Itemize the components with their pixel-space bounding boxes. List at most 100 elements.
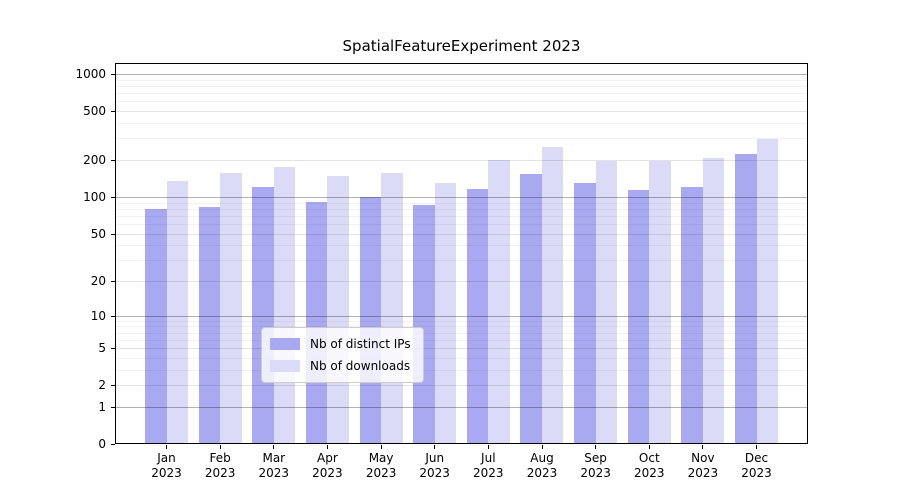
y-tick-label-200: 200	[83, 153, 106, 167]
gridline-500	[115, 111, 808, 113]
bar-downloads-sep	[595, 160, 618, 444]
x-tick-year: 2023	[365, 466, 397, 480]
gridline-600	[115, 101, 808, 103]
x-tick-jul	[487, 445, 489, 449]
gridline-70	[115, 215, 808, 217]
y-tick-label-10: 10	[90, 308, 106, 323]
x-tick-year: 2023	[526, 466, 558, 480]
x-tick-month: Jun	[425, 451, 445, 465]
bar-ips-oct	[627, 190, 650, 444]
gridline-6	[115, 339, 808, 341]
gridline-80	[115, 208, 808, 210]
legend-label-downloads: Nb of downloads	[310, 359, 411, 373]
y-tick-10	[111, 315, 115, 317]
x-tick-month: May	[368, 451, 394, 465]
x-tick-month: Dec	[744, 451, 769, 465]
y-tick-label-5: 5	[98, 341, 106, 356]
x-tick-oct	[648, 445, 650, 449]
x-tick-year: 2023	[634, 466, 665, 480]
x-tick-label-nov: Nov 2023	[671, 451, 735, 481]
x-tick-year: 2023	[473, 466, 504, 480]
y-tick-2	[111, 385, 115, 387]
x-tick-sep	[595, 445, 597, 449]
x-tick-month: Nov	[691, 451, 715, 465]
bar-ips-feb	[198, 206, 221, 444]
x-tick-month: Jan	[157, 451, 176, 465]
x-tick-year: 2023	[258, 466, 290, 480]
x-tick-month: Oct	[638, 451, 660, 465]
gridline-300	[115, 138, 808, 140]
gridline-10	[115, 315, 808, 317]
y-tick-0	[111, 444, 115, 445]
legend-item-distinct-ips: Nb of distinct IPs	[270, 335, 411, 353]
bar-ips-sep	[574, 182, 596, 444]
x-tick-month: Aug	[530, 451, 554, 465]
chart-title: SpatialFeatureExperiment 2023	[342, 37, 581, 55]
gridline-30	[115, 260, 808, 262]
bar-ips-jul	[466, 189, 489, 444]
y-tick-200	[111, 160, 115, 161]
y-tick-50	[111, 233, 115, 235]
x-tick-year: 2023	[687, 466, 719, 480]
y-tick-label-100: 100	[83, 189, 106, 204]
y-tick-label-1000: 1000	[75, 67, 106, 81]
y-tick-1	[111, 406, 115, 408]
gridline-100	[115, 196, 808, 198]
y-tick-5	[111, 348, 115, 350]
y-tick-label-1: 1	[98, 399, 106, 414]
gridline-7	[115, 332, 808, 334]
bar-ips-aug	[520, 173, 542, 444]
bar-downloads-nov	[702, 158, 725, 444]
bar-ips-nov	[681, 187, 703, 444]
bar-ips-jan	[145, 208, 167, 444]
y-tick-label-2: 2	[98, 378, 106, 393]
x-tick-aug	[541, 445, 543, 449]
gridline-3	[115, 369, 808, 371]
y-tick-label-500: 500	[83, 104, 106, 119]
bar-ips-jun	[413, 205, 435, 444]
x-tick-label-apr: Apr 2023	[295, 451, 359, 481]
legend-item-downloads: Nb of downloads	[270, 357, 411, 375]
y-tick-500	[111, 111, 115, 113]
bar-downloads-aug	[541, 147, 564, 444]
gridline-400	[115, 123, 808, 124]
bar-ips-dec	[735, 153, 757, 444]
x-tick-label-dec: Dec 2023	[725, 451, 789, 481]
x-tick-may	[380, 445, 382, 449]
gridline-20	[115, 281, 808, 282]
gridline-50	[115, 233, 808, 235]
gridline-40	[115, 245, 808, 247]
gridline-5	[115, 348, 808, 350]
legend-label-ips: Nb of distinct IPs	[310, 337, 411, 351]
plot-area	[115, 63, 808, 444]
x-tick-nov	[702, 445, 704, 449]
x-tick-jan	[166, 445, 167, 449]
x-tick-label-mar: Mar 2023	[242, 451, 306, 481]
bar-downloads-dec	[756, 139, 779, 444]
legend-swatch-downloads	[270, 360, 300, 372]
x-tick-month: Sep	[584, 451, 607, 465]
x-tick-month: Mar	[262, 451, 286, 465]
gridline-8	[115, 326, 808, 328]
y-tick-20	[111, 281, 115, 282]
x-tick-year: 2023	[580, 466, 611, 480]
y-tick-label-0: 0	[98, 437, 106, 451]
gridline-60	[115, 223, 808, 225]
x-tick-year: 2023	[204, 466, 236, 480]
gridline-90	[115, 202, 808, 204]
y-tick-label-50: 50	[90, 226, 106, 241]
gridline-1000	[115, 74, 808, 75]
x-tick-jun	[434, 445, 436, 449]
gridline-4	[115, 357, 808, 359]
x-tick-year: 2023	[312, 466, 343, 480]
x-tick-label-jul: Jul 2023	[456, 451, 520, 481]
x-tick-month: Jul	[481, 451, 496, 465]
gridline-1	[115, 406, 808, 408]
legend: Nb of distinct IPs Nb of downloads	[261, 327, 424, 383]
gridline-900	[115, 79, 808, 81]
gridline-9	[115, 320, 808, 322]
bar-downloads-jul	[488, 160, 510, 444]
x-tick-year: 2023	[151, 466, 182, 480]
x-tick-year: 2023	[741, 466, 772, 480]
